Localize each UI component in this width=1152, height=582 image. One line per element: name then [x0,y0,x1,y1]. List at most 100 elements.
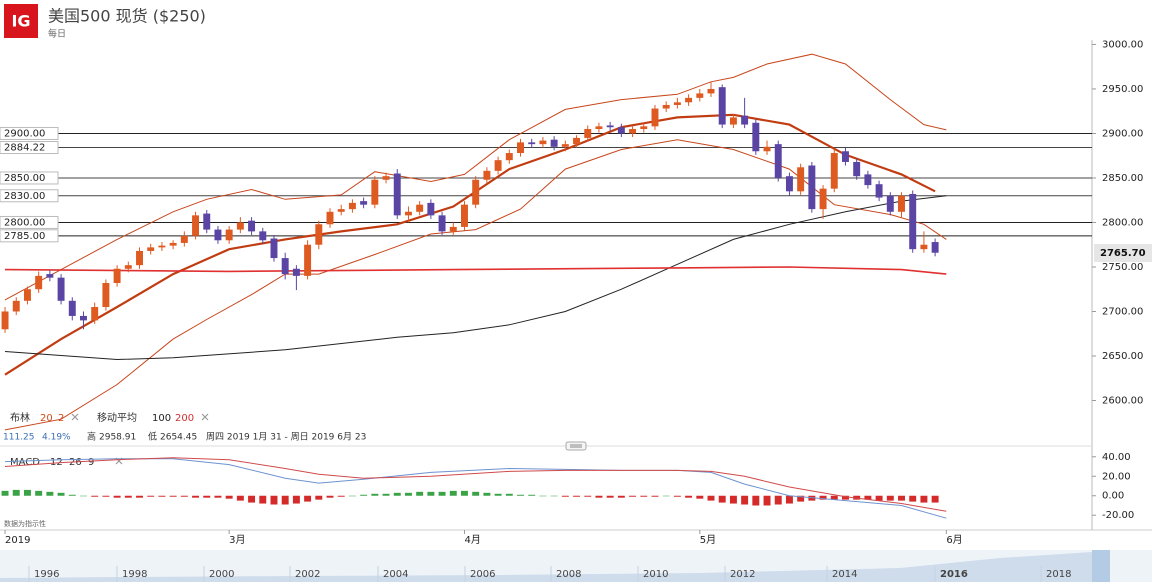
candle-body [427,202,435,216]
candle-body [707,88,715,94]
navigator-year: 1998 [122,569,147,580]
macd-histogram-bar [281,495,289,505]
candle-body [461,204,468,227]
macd-histogram-bar [629,495,637,497]
candle-body [505,153,513,161]
level-label-box [0,141,59,155]
stats-high: 2958.91 [99,433,136,443]
stats-low-label: 低 [148,431,157,443]
y-tick-label: 2950.00 [1102,84,1143,95]
macd-histogram-bar [393,492,401,496]
macd-histogram-bar [427,491,435,496]
macd-histogram-bar [404,492,412,496]
candle-body [819,188,827,210]
candle-body [494,160,502,171]
candle-body [909,193,917,250]
macd-histogram-bar [763,495,771,506]
level-label-box [0,126,59,140]
navigator-year: 2012 [730,569,755,580]
candle-body [864,174,872,186]
logo-box [4,4,38,38]
last-price: 2765.70 [1100,248,1146,259]
candle-body [371,179,379,205]
macd-histogram-bar [158,495,166,497]
macd-histogram-bar [841,495,849,500]
candle-body [91,307,99,321]
candle-body [35,275,43,290]
candle-body [113,268,121,283]
stats-change: 111.25 [3,433,35,443]
navigator-window[interactable] [1092,550,1110,582]
navigator-year: 2000 [209,569,234,580]
legend-ma-slow: 200 [175,413,194,424]
candle-body [315,224,323,245]
resize-handle[interactable] [565,441,587,451]
candle-body [68,300,76,316]
y-tick-label: 2850.00 [1102,173,1143,184]
macd-histogram-bar [517,494,524,496]
candle-body [393,173,401,216]
y-tick-label: 2800.00 [1102,217,1143,228]
candle-body [539,140,547,145]
candle-body [180,235,188,243]
navigator-year: 2006 [470,569,495,580]
macd-histogram-bar [595,495,603,498]
macd-signal: 9 [88,457,94,468]
legend-bb-period: 20 [40,413,53,424]
macd-histogram-bar [270,495,278,505]
macd-histogram-bar [102,495,110,497]
candle-body [382,176,390,180]
candle-body [259,231,267,241]
macd-histogram-bar [113,495,121,498]
close-icon[interactable] [201,413,209,421]
macd-histogram-bar [169,495,177,497]
level-label-box [0,215,59,229]
candle-body [136,250,143,266]
navigator-year: 2004 [383,569,408,580]
navigator-year: 1996 [34,569,59,580]
macd-histogram-bar [494,493,502,496]
legend-bb: 布林 [10,411,30,424]
macd-histogram-bar [707,495,715,501]
macd-histogram-bar [685,495,693,498]
candle-body [617,127,625,134]
candle-body [841,151,849,162]
macd-histogram-bar [12,489,20,496]
macd-histogram-bar [617,495,625,498]
candle-body [629,129,637,134]
navigator-year: 2016 [940,569,968,580]
candle-body [517,142,524,154]
candle-body [225,229,233,241]
candle-body [662,104,670,109]
macd-histogram-bar [584,495,592,497]
macd-line [4,458,947,519]
x-tick-label: 4月 [464,534,480,546]
legend-bb-dev: 2 [58,413,64,424]
candle-body [797,167,805,192]
macd-histogram-bar [875,495,883,501]
macd-histogram-bar [416,491,424,496]
candle-body [718,87,726,125]
macd-histogram-bar [248,495,256,503]
stats-high-label: 高 [87,431,96,443]
candle-body [57,277,65,301]
macd-histogram-bar [808,495,816,501]
macd-line [4,457,947,512]
navigator-year: 2008 [556,569,581,580]
macd-histogram-bar [449,490,457,496]
x-tick-label: 5月 [700,534,716,546]
y-tick-label: 40.00 [1102,452,1131,463]
close-icon[interactable] [71,413,79,421]
macd-histogram-bar [438,491,446,496]
candle-body [550,139,558,147]
macd-histogram-bar [886,495,894,501]
candle-body [472,179,480,205]
candle-body [830,153,838,189]
level-label: 2900.00 [4,128,45,139]
macd-histogram-bar [382,493,390,496]
macd-histogram-bar [528,494,536,496]
logo: IG [11,12,30,31]
macd-histogram-bar [673,495,681,497]
candle-body [270,238,278,259]
last-price-box [1094,244,1152,263]
